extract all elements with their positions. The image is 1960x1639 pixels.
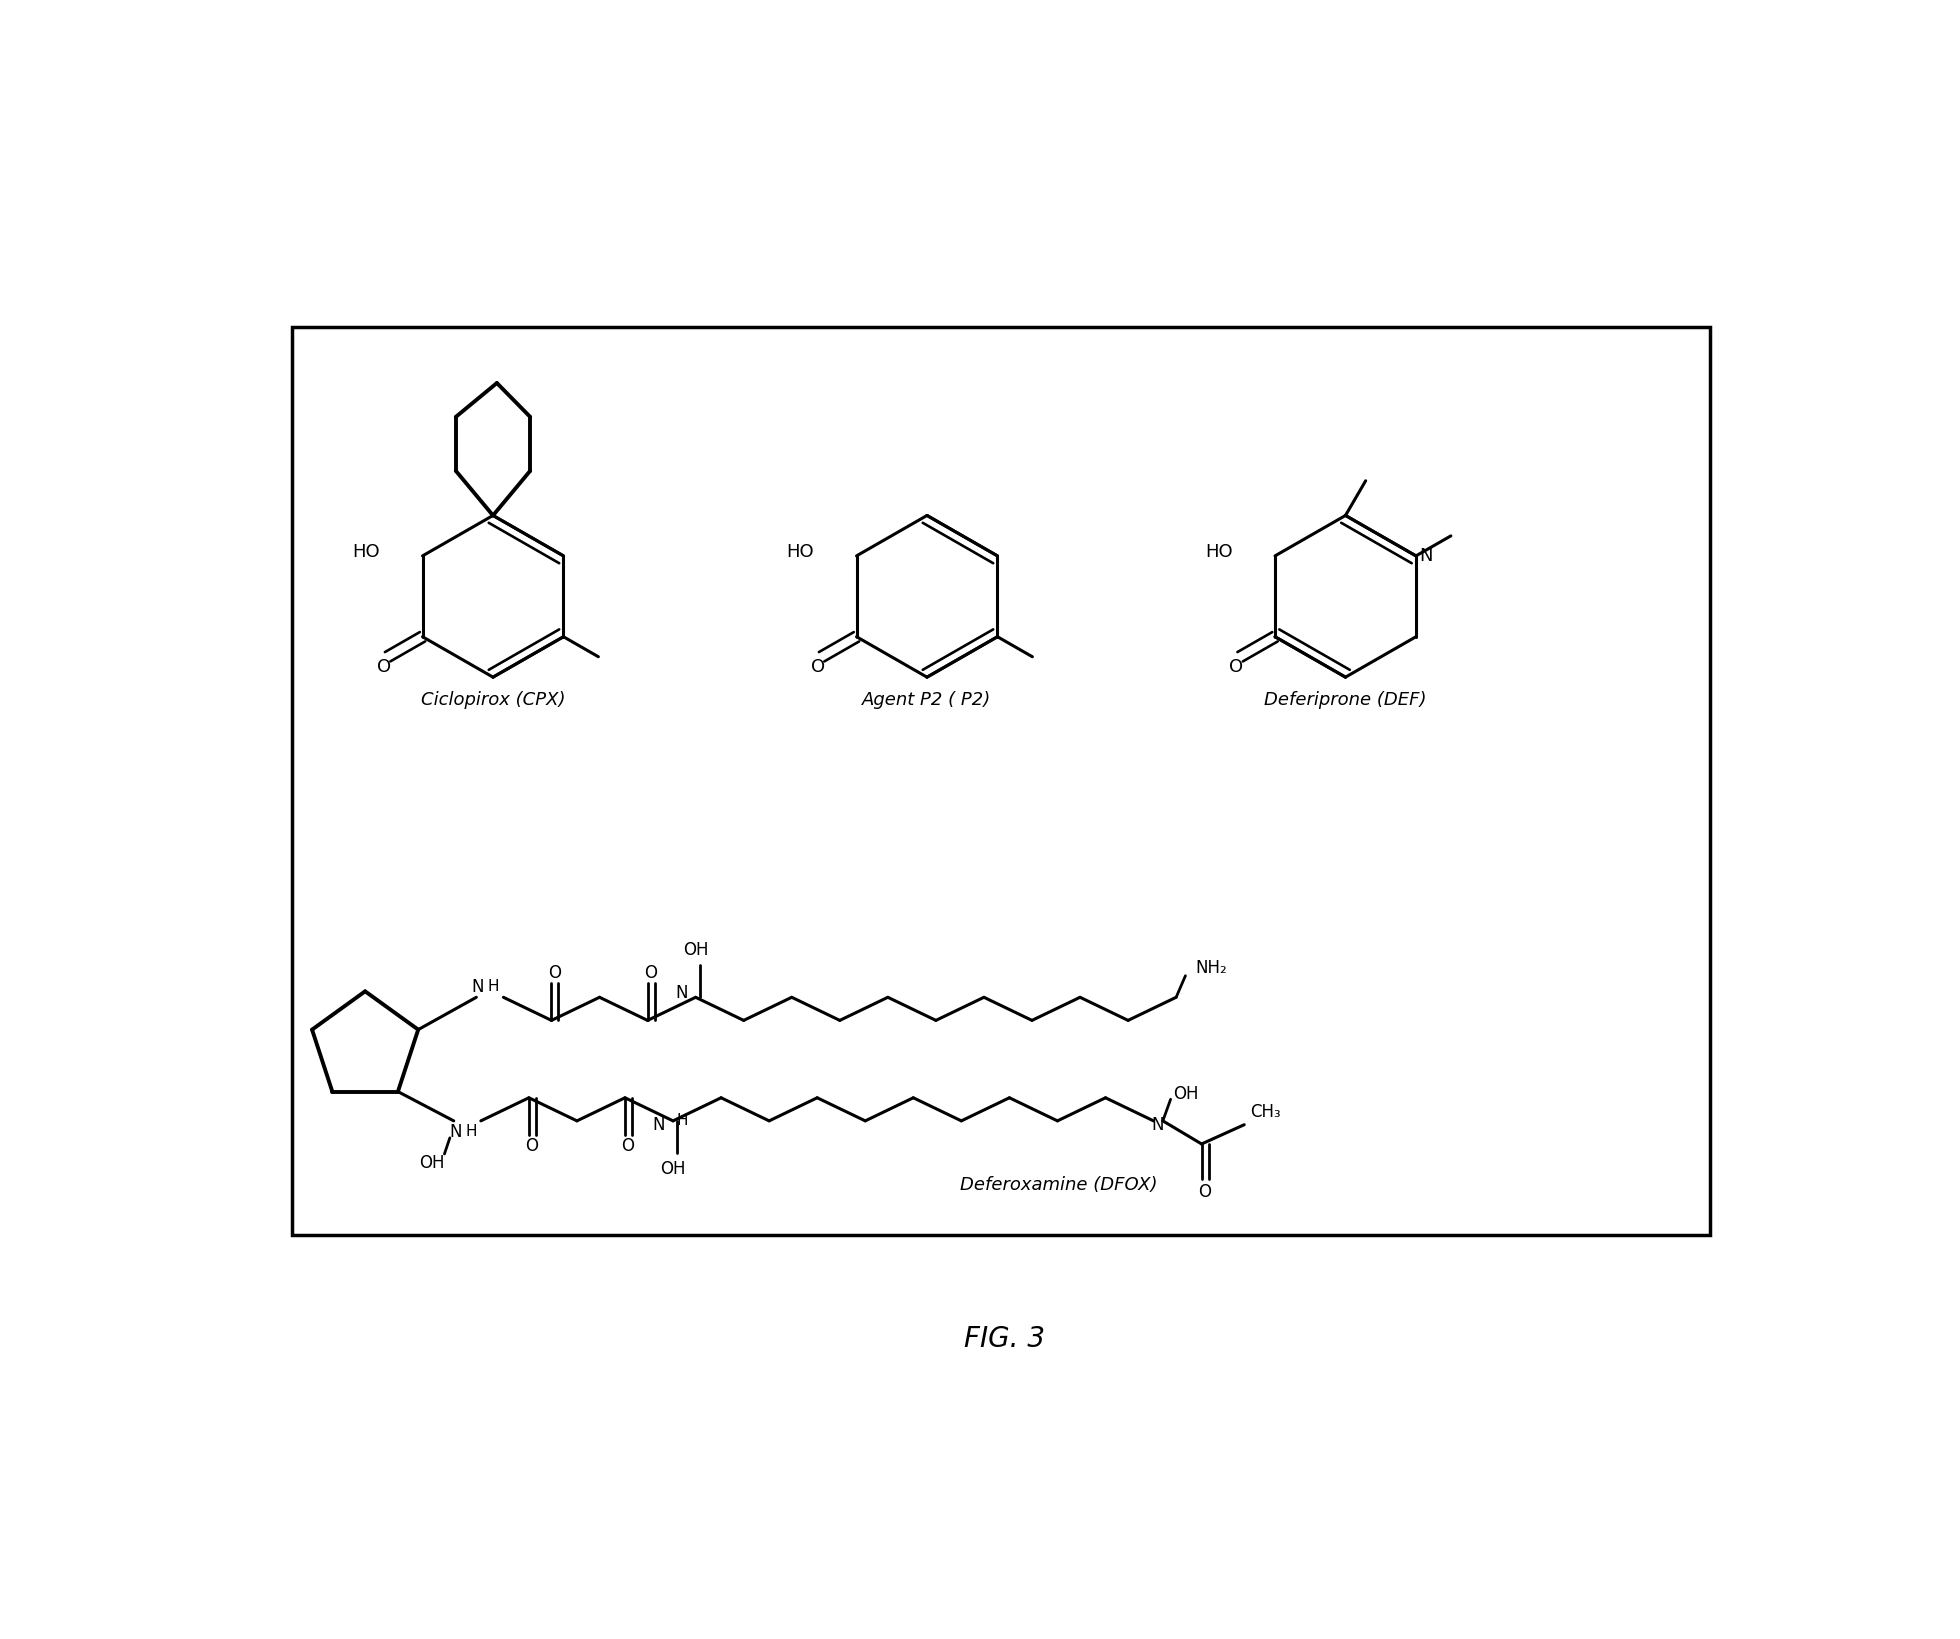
Text: O: O bbox=[811, 657, 825, 675]
Text: HO: HO bbox=[353, 543, 380, 561]
Text: O: O bbox=[621, 1137, 635, 1155]
Text: O: O bbox=[1198, 1183, 1211, 1201]
Text: OH: OH bbox=[661, 1160, 686, 1177]
Text: Deferiprone (DEF): Deferiprone (DEF) bbox=[1264, 692, 1427, 710]
Text: N: N bbox=[1151, 1116, 1164, 1134]
Text: OH: OH bbox=[682, 941, 708, 959]
Text: O: O bbox=[1229, 657, 1243, 675]
Text: N: N bbox=[653, 1116, 664, 1134]
Text: Ciclopirox (CPX): Ciclopirox (CPX) bbox=[421, 692, 564, 710]
Text: O: O bbox=[549, 964, 561, 982]
Text: N: N bbox=[449, 1123, 461, 1141]
Text: OH: OH bbox=[419, 1154, 445, 1172]
Text: N: N bbox=[472, 977, 484, 995]
Text: Agent P2 ( P2): Agent P2 ( P2) bbox=[862, 692, 992, 710]
Text: H: H bbox=[676, 1113, 688, 1128]
Text: O: O bbox=[525, 1137, 539, 1155]
Text: HO: HO bbox=[786, 543, 813, 561]
Text: Deferoxamine (DFOX): Deferoxamine (DFOX) bbox=[960, 1177, 1158, 1195]
Text: O: O bbox=[376, 657, 390, 675]
Text: O: O bbox=[645, 964, 657, 982]
Text: H: H bbox=[465, 1124, 476, 1139]
Text: FIG. 3: FIG. 3 bbox=[964, 1326, 1045, 1354]
Text: H: H bbox=[488, 978, 500, 993]
Text: N: N bbox=[676, 985, 688, 1003]
Text: N: N bbox=[1419, 547, 1433, 565]
Text: OH: OH bbox=[1172, 1085, 1198, 1103]
Bar bbox=[292, 326, 1709, 1236]
Text: CH₃: CH₃ bbox=[1250, 1103, 1280, 1121]
Text: NH₂: NH₂ bbox=[1196, 959, 1227, 977]
Text: HO: HO bbox=[1205, 543, 1233, 561]
